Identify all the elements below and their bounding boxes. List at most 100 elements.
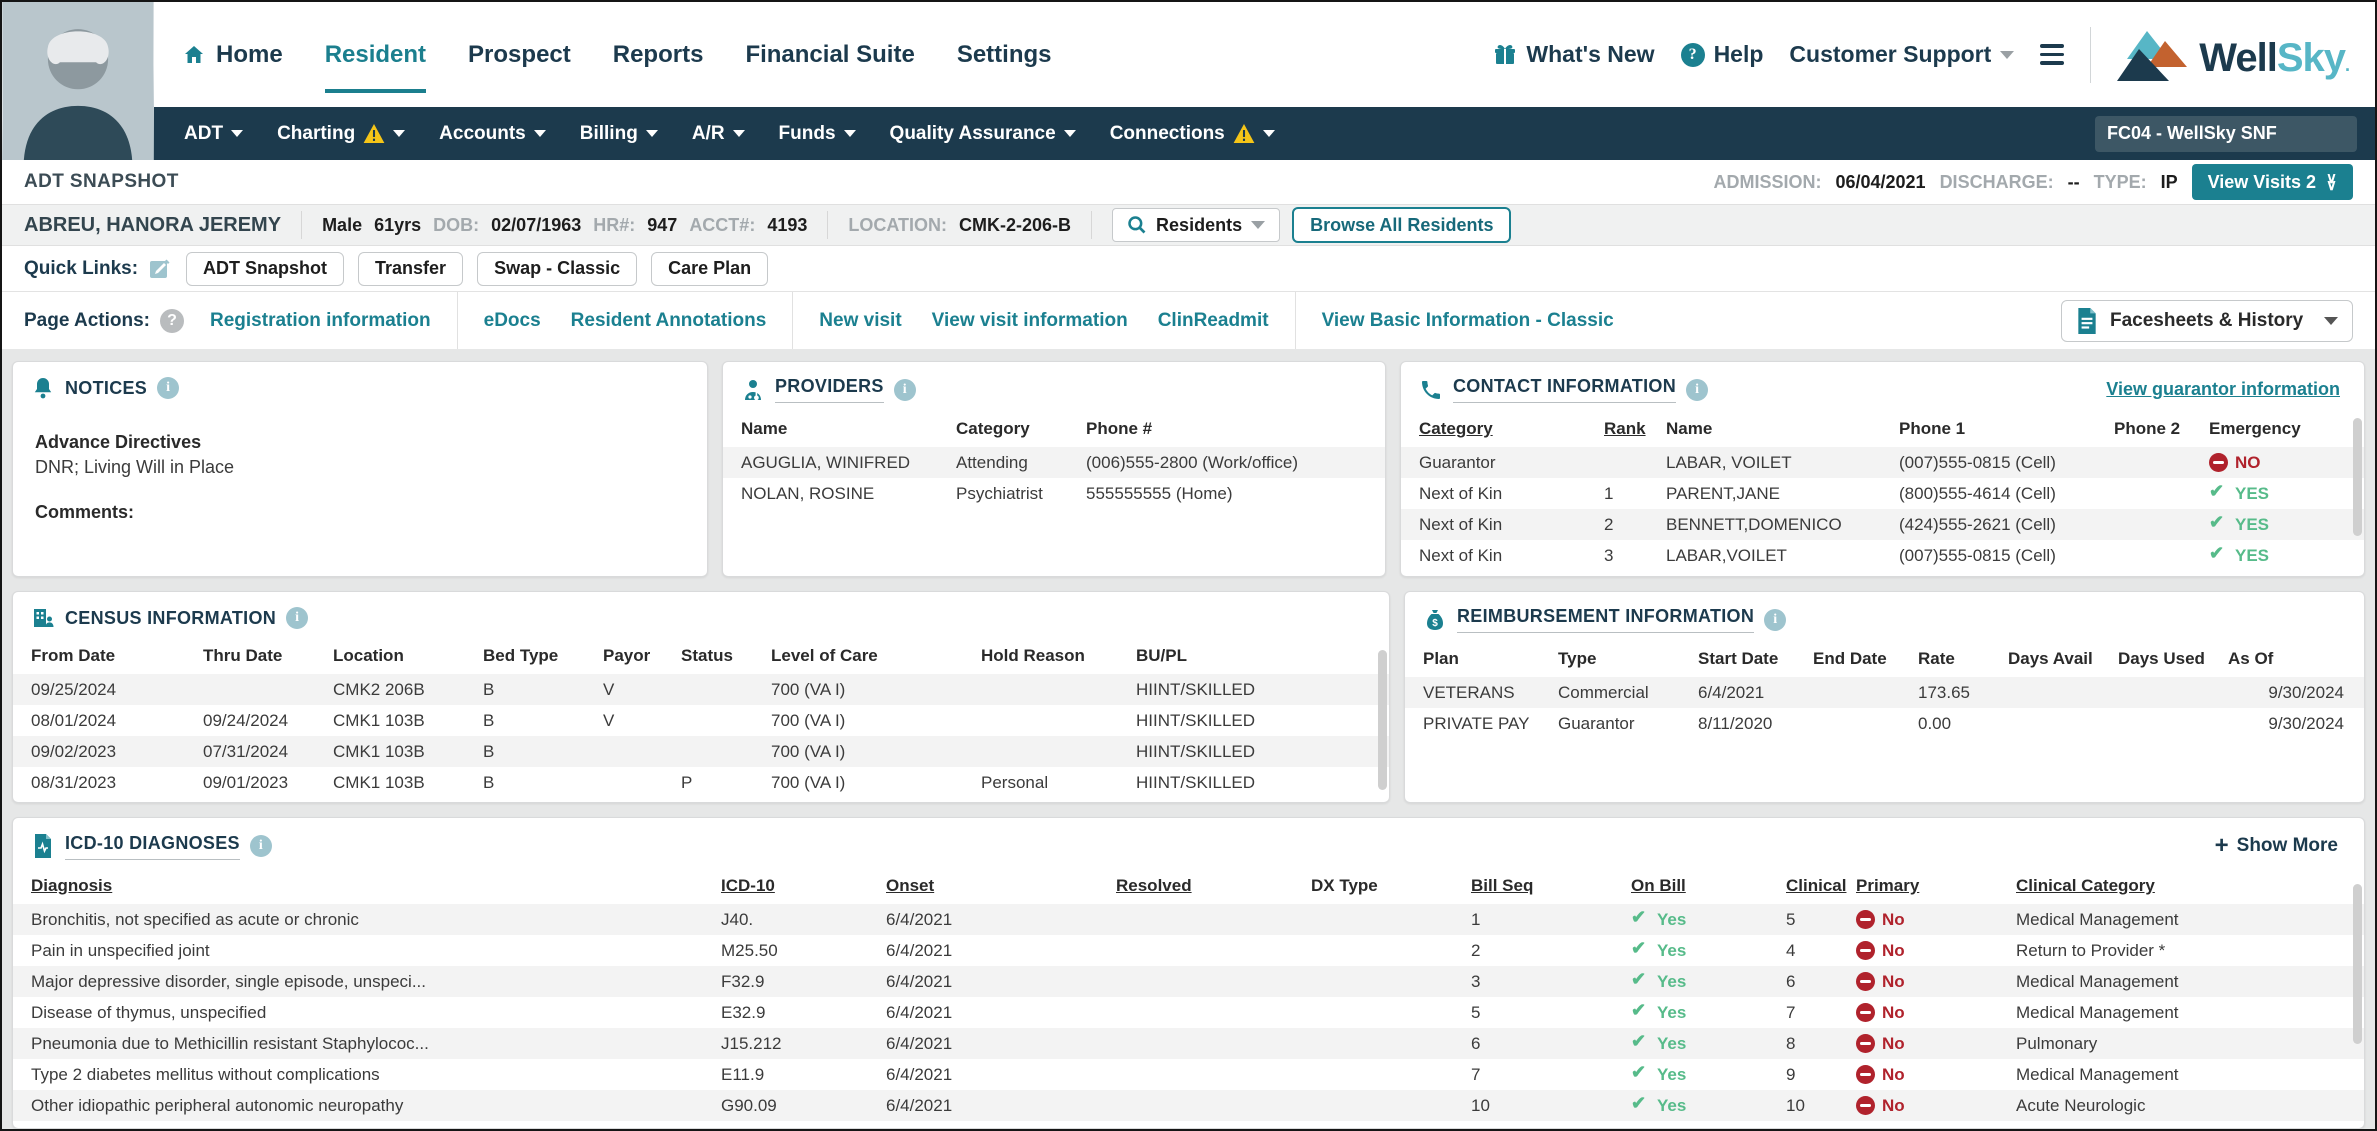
acct-value: 4193 — [767, 214, 808, 235]
facility-search-input[interactable] — [2107, 123, 2348, 144]
module-accounts[interactable]: Accounts — [439, 123, 546, 145]
facesheets-history-button[interactable]: Facesheets & History — [2061, 299, 2353, 342]
census-hold-reason — [973, 736, 1128, 767]
view-basic-information-classic-link[interactable]: View Basic Information - Classic — [1321, 309, 1614, 331]
module-connections[interactable]: Connections — [1110, 123, 1275, 145]
info-icon[interactable]: i — [1686, 378, 1709, 401]
help-icon: ? — [1680, 42, 1705, 67]
reimb-rate: 173.65 — [1918, 682, 1970, 702]
dx-icd10: M25.50 — [721, 940, 778, 960]
resident-photo — [2, 2, 154, 160]
search-icon — [1128, 216, 1146, 234]
dx-primary: No — [1848, 1059, 2008, 1090]
clinreadmit-link[interactable]: ClinReadmit — [1157, 309, 1269, 331]
diagnosis-row: Bronchitis, not specified as acute or ch… — [13, 904, 2364, 935]
col-rank[interactable]: Rank — [1604, 419, 1646, 438]
module-charting[interactable]: Charting — [277, 123, 406, 145]
module-ar[interactable]: A/R — [692, 123, 745, 145]
module-billing[interactable]: Billing — [580, 123, 658, 145]
menu-icon[interactable] — [2040, 44, 2065, 65]
col-primary[interactable]: Primary — [1856, 876, 1920, 895]
nav-settings[interactable]: Settings — [957, 2, 1052, 107]
dx-clinical: 7 — [1786, 1002, 1796, 1022]
residents-dropdown-button[interactable]: Residents — [1112, 208, 1281, 242]
gift-icon — [1495, 44, 1516, 64]
col-resolved[interactable]: Resolved — [1116, 876, 1192, 895]
dx-on-bill: Yes — [1623, 1028, 1778, 1059]
view-visits-button[interactable]: View Visits 2 ∨ ∨ — [2191, 164, 2353, 200]
col-bill-seq[interactable]: Bill Seq — [1471, 876, 1534, 895]
col-bed-type: Bed Type — [483, 646, 559, 665]
nav-financial-suite[interactable]: Financial Suite — [745, 2, 914, 107]
quick-links-bar: Quick Links: ADT Snapshot Transfer Swap … — [2, 246, 2375, 291]
nav-home[interactable]: Home — [182, 2, 283, 107]
registration-information-link[interactable]: Registration information — [210, 309, 431, 331]
nav-prospect[interactable]: Prospect — [468, 2, 571, 107]
col-onset[interactable]: Onset — [886, 876, 935, 895]
new-visit-link[interactable]: New visit — [819, 309, 902, 331]
dx-icd10: F32.9 — [721, 971, 765, 991]
reimb-type: Guarantor — [1558, 713, 1635, 733]
customer-support-label: Customer Support — [1789, 41, 1992, 67]
dx-clinical-category: Return to Provider * — [2016, 940, 2166, 960]
col-location: Location — [333, 646, 404, 665]
info-icon[interactable]: i — [893, 378, 916, 401]
quick-link-transfer[interactable]: Transfer — [358, 251, 464, 286]
page-actions-group-1: Registration information — [184, 292, 458, 349]
diagnoses-scrollbar[interactable] — [2353, 884, 2362, 1044]
browse-all-residents-button[interactable]: Browse All Residents — [1292, 207, 1512, 243]
col-clinical-category[interactable]: Clinical Category — [2016, 876, 2155, 895]
dx-bill-seq: 3 — [1471, 971, 1481, 991]
customer-support-menu[interactable]: Customer Support — [1789, 41, 2015, 68]
view-visit-information-link[interactable]: View visit information — [931, 309, 1128, 331]
quick-link-swap-classic[interactable]: Swap - Classic — [477, 251, 638, 286]
question-icon[interactable]: ? — [160, 308, 184, 333]
dx-on-bill: Yes — [1623, 966, 1778, 997]
snapshot-header: ADT SNAPSHOT ADMISSION: 06/04/2021 DISCH… — [2, 160, 2375, 204]
whats-new-link[interactable]: What's New — [1493, 41, 1655, 68]
col-clinical[interactable]: Clinical — [1786, 876, 1847, 895]
hr-value: 947 — [647, 214, 678, 235]
dx-on-bill: Yes — [1623, 997, 1778, 1028]
census-row: 09/02/2023 07/31/2024 CMK1 103B B 700 (V… — [13, 736, 1389, 767]
census-hold-reason: Personal — [981, 772, 1049, 792]
provider-phone: (006)555-2800 (Work/office) — [1086, 452, 1298, 472]
info-icon[interactable]: i — [157, 377, 180, 399]
help-link[interactable]: ? Help — [1680, 41, 1763, 68]
edit-icon[interactable] — [148, 257, 172, 281]
col-category[interactable]: Category — [1419, 419, 1493, 438]
module-quality-assurance[interactable]: Quality Assurance — [890, 123, 1076, 145]
wellsky-logo: WellSky. — [2117, 29, 2350, 81]
census-level-of-care: 700 (VA I) — [771, 679, 846, 699]
census-scrollbar[interactable] — [1378, 650, 1387, 790]
dx-onset: 6/4/2021 — [886, 1033, 953, 1053]
module-funds[interactable]: Funds — [779, 123, 856, 145]
moneybag-icon: $ — [1427, 609, 1443, 630]
quick-link-adt-snapshot[interactable]: ADT Snapshot — [186, 251, 345, 286]
census-bupl: HIINT/SKILLED — [1136, 772, 1256, 792]
census-status — [673, 705, 763, 736]
col-diagnosis[interactable]: Diagnosis — [31, 876, 113, 895]
contact-scrollbar[interactable] — [2353, 418, 2362, 536]
edocs-link[interactable]: eDocs — [483, 309, 541, 331]
col-on-bill[interactable]: On Bill — [1631, 876, 1686, 895]
quick-link-care-plan[interactable]: Care Plan — [651, 251, 769, 286]
info-icon[interactable]: i — [249, 835, 272, 857]
dx-type — [1303, 1090, 1463, 1121]
view-guarantor-information-link[interactable]: View guarantor information — [2106, 379, 2340, 399]
notices-body: Advance Directives DNR; Living Will in P… — [13, 408, 707, 533]
nav-reports[interactable]: Reports — [613, 2, 704, 107]
show-more-button[interactable]: + Show More — [2214, 832, 2338, 859]
census-table: From Date Thru Date Location Bed Type Pa… — [13, 638, 1389, 798]
resident-annotations-link[interactable]: Resident Annotations — [570, 309, 767, 331]
census-information-panel: CENSUS INFORMATION i From Date Thru Date… — [12, 591, 1390, 803]
module-adt[interactable]: ADT — [184, 123, 244, 145]
col-icd10[interactable]: ICD-10 — [721, 876, 775, 895]
nav-resident[interactable]: Resident — [324, 2, 427, 107]
census-bupl: HIINT/SKILLED — [1136, 679, 1256, 699]
info-icon[interactable]: i — [1764, 608, 1787, 631]
page-actions-bar: Page Actions: ? Registration information… — [2, 291, 2375, 349]
facility-search[interactable] — [2095, 115, 2357, 152]
type-label: TYPE: — [2093, 171, 2147, 192]
info-icon[interactable]: i — [286, 607, 309, 629]
